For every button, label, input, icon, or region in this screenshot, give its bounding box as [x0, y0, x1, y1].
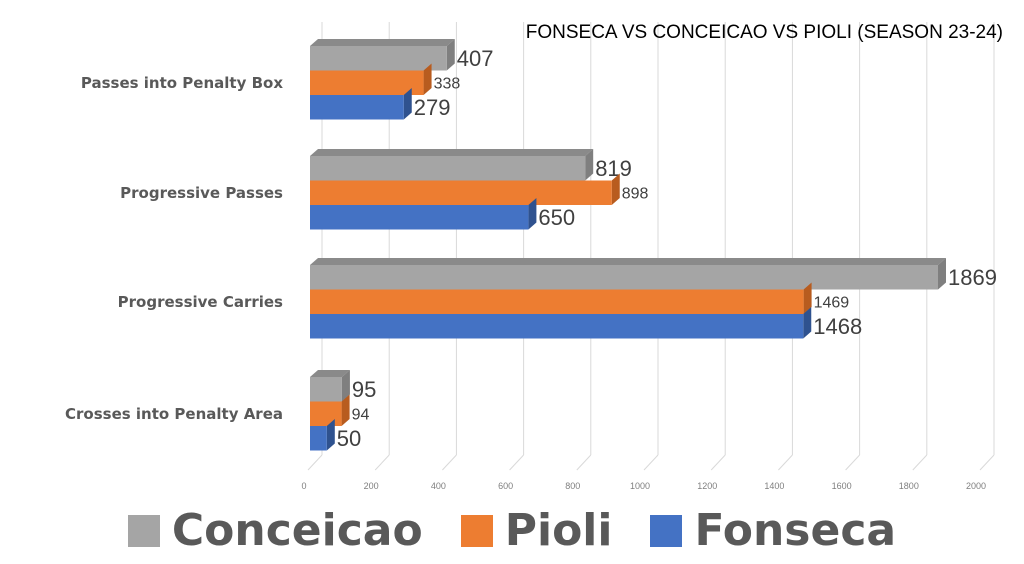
- chart-title: FONSECA VS CONCEICAO VS PIOLI (SEASON 23…: [526, 22, 1003, 43]
- bar-conceicao: 407: [310, 39, 493, 71]
- bar-pioli: 94: [310, 394, 370, 426]
- gridline-floor: [845, 454, 860, 471]
- bar-side: [341, 394, 350, 426]
- bar-front: [310, 180, 612, 205]
- legend-swatch: [650, 514, 683, 547]
- gridline-floor: [912, 454, 928, 471]
- x-tick-label: 0: [301, 481, 306, 491]
- legend-label: Pioli: [504, 505, 613, 556]
- x-tick-label: 800: [565, 481, 580, 491]
- bar-side: [611, 173, 620, 205]
- bar-chart: 0 200 400 600 800 1000 1200 1400 1600 1800 2000 40…: [65, 22, 1003, 491]
- bar-side: [423, 63, 432, 95]
- x-tick-label: 1400: [764, 481, 784, 491]
- x-tick-label: 1600: [832, 481, 852, 491]
- gridline-floor: [307, 454, 323, 471]
- bar-top: [310, 258, 946, 265]
- x-tick-label: 200: [364, 481, 379, 491]
- category-labels: Passes into Penalty Box Progressive Passe…: [65, 74, 283, 423]
- bar-front: [310, 401, 342, 426]
- data-label: 1869: [948, 265, 997, 290]
- bar-side: [803, 307, 812, 339]
- bar-side: [585, 149, 594, 181]
- data-label: 1469: [814, 295, 850, 312]
- bar-fonseca: 650: [310, 198, 575, 230]
- bar-front: [310, 426, 327, 451]
- bar-front: [310, 314, 804, 339]
- legend-swatch: [460, 514, 493, 547]
- bar-conceicao: 819: [310, 149, 632, 181]
- bar-pioli: 898: [310, 173, 649, 205]
- bar-side: [938, 258, 946, 290]
- bar-front: [310, 265, 938, 290]
- bar-top: [310, 149, 594, 156]
- bar-front: [310, 70, 424, 95]
- bar-pioli: 1469: [310, 282, 850, 314]
- gridline-floor: [509, 454, 524, 471]
- bar-top: [310, 39, 455, 46]
- bar-side: [446, 39, 455, 71]
- data-label: 819: [595, 156, 632, 181]
- bar-side: [341, 370, 350, 402]
- bar-fonseca: 279: [310, 88, 450, 120]
- legend-label: Fonseca: [694, 505, 897, 556]
- legend-label: Conceicao: [171, 505, 423, 556]
- gridline-floor: [643, 454, 659, 471]
- bar-fonseca: 1468: [310, 307, 862, 339]
- x-tick-label: 2000: [966, 481, 986, 491]
- data-label: 650: [538, 205, 575, 230]
- data-label: 279: [414, 95, 451, 120]
- category-label: Crosses into Penalty Area: [65, 405, 283, 423]
- bar-front: [310, 289, 804, 314]
- legend-item-conceicao: Conceicao: [127, 505, 423, 556]
- bar-front: [310, 156, 586, 181]
- gridline-floor: [710, 454, 726, 471]
- bar-conceicao: 1869: [310, 258, 997, 290]
- x-tick-label: 1200: [697, 481, 717, 491]
- data-label: 95: [352, 377, 376, 402]
- bar-side: [326, 419, 335, 451]
- data-label: 50: [337, 426, 361, 451]
- bar-pioli: 338: [310, 63, 461, 95]
- data-label: 94: [352, 407, 370, 424]
- bar-side: [803, 282, 812, 314]
- x-axis-ticks: 0 200 400 600 800 1000 1200 1400 1600 1800 2000: [301, 481, 986, 491]
- x-tick-label: 400: [431, 481, 446, 491]
- legend-swatch: [127, 514, 160, 547]
- legend-item-fonseca: Fonseca: [650, 505, 896, 556]
- legend: Conceicao Pioli Fonseca: [0, 505, 1024, 556]
- x-tick-label: 600: [498, 481, 513, 491]
- bar-front: [310, 46, 447, 71]
- x-tick-label: 1000: [630, 481, 650, 491]
- gridline-floor: [778, 454, 793, 471]
- bars: 407 338 279 819 898 650 1869 1469 1468 95 94 50: [310, 39, 997, 451]
- data-label: 338: [434, 76, 461, 93]
- legend-item-pioli: Pioli: [460, 505, 613, 556]
- bar-side: [528, 198, 537, 230]
- bar-fonseca: 50: [310, 419, 361, 451]
- bar-front: [310, 95, 404, 120]
- gridline-floor: [576, 454, 592, 471]
- category-label: Passes into Penalty Box: [81, 74, 283, 92]
- gridline-floor: [442, 454, 457, 471]
- category-label: Progressive Passes: [120, 184, 283, 202]
- gridline-floor: [979, 454, 995, 471]
- bar-front: [310, 377, 342, 402]
- category-label: Progressive Carries: [118, 293, 283, 311]
- bar-top: [310, 370, 350, 377]
- bar-conceicao: 95: [310, 370, 376, 402]
- data-label: 898: [622, 186, 649, 203]
- gridline-floor: [374, 454, 390, 471]
- x-tick-label: 1800: [899, 481, 919, 491]
- data-label: 407: [457, 46, 494, 71]
- data-label: 1468: [813, 314, 862, 339]
- bar-side: [403, 88, 412, 120]
- bar-front: [310, 205, 529, 230]
